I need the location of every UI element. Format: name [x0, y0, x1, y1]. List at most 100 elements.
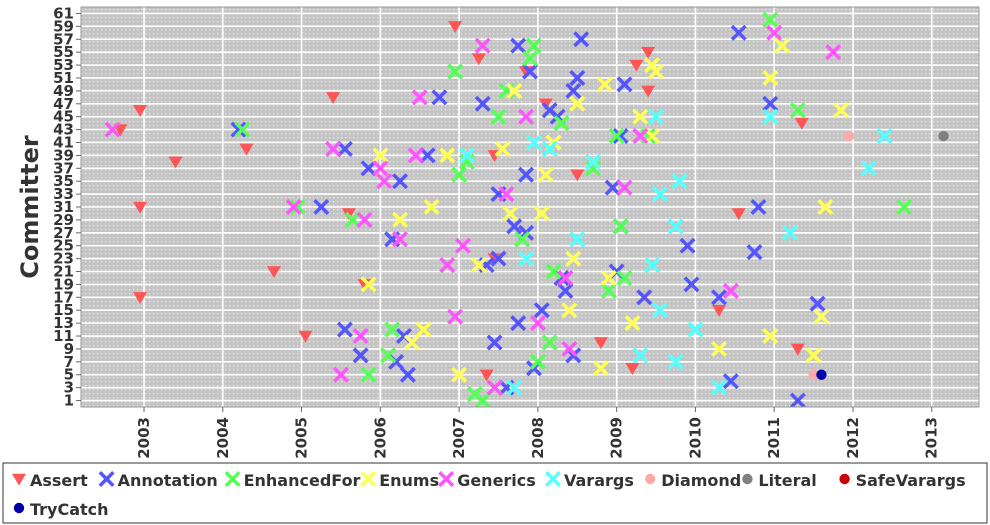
data-point — [632, 128, 649, 145]
data-point — [344, 211, 361, 228]
data-point — [561, 302, 578, 319]
y-tick-label: 39 — [53, 146, 74, 164]
legend-marker — [98, 471, 115, 487]
legend-marker — [742, 473, 753, 485]
data-point — [168, 156, 183, 169]
legend: Assert Annotation EnhancedFor Enums Generics… — [12, 471, 966, 519]
data-point — [518, 166, 535, 183]
y-tick-label: 25 — [53, 237, 74, 255]
data-point — [625, 363, 640, 375]
data-points — [104, 11, 949, 407]
data-point — [766, 24, 783, 41]
data-point — [407, 147, 424, 164]
data-point — [506, 379, 523, 396]
legend-box — [2, 462, 988, 524]
data-point — [730, 24, 747, 41]
data-point — [624, 315, 641, 332]
data-point — [230, 121, 247, 138]
data-point — [352, 328, 369, 345]
data-point — [644, 57, 661, 74]
data-point — [612, 218, 629, 235]
data-point — [608, 128, 625, 145]
data-point — [604, 179, 621, 196]
y-tick-label: 31 — [53, 198, 74, 216]
data-point — [553, 115, 570, 132]
data-point — [585, 153, 601, 170]
legend-item-literal: Literal — [742, 471, 817, 490]
x-tick-label: 2003 — [135, 417, 153, 459]
data-point — [336, 140, 353, 157]
data-point — [569, 95, 586, 112]
data-point — [817, 199, 834, 215]
data-point — [518, 108, 535, 125]
data-point — [514, 231, 531, 248]
data-point — [537, 166, 554, 183]
data-point — [234, 121, 251, 138]
y-tick-label: 43 — [53, 121, 74, 139]
legend-marker — [13, 502, 25, 514]
legend-item-annotation: Annotation — [98, 471, 218, 490]
data-point — [541, 334, 558, 351]
data-point — [573, 31, 590, 48]
data-point — [336, 321, 353, 338]
data-point — [794, 117, 809, 130]
data-point — [455, 237, 472, 254]
data-point — [506, 218, 523, 235]
data-point — [671, 173, 688, 190]
x-tick-label: 2007 — [450, 417, 468, 459]
legend-label: Assert — [30, 471, 88, 490]
data-point — [616, 269, 633, 286]
data-point — [565, 347, 582, 364]
series-enhancedfor — [234, 11, 913, 407]
data-point — [356, 211, 373, 228]
y-tick-label: 45 — [53, 108, 74, 126]
data-point — [285, 199, 302, 215]
data-point — [133, 104, 148, 117]
data-point — [711, 340, 728, 357]
data-point — [510, 37, 527, 54]
data-point — [313, 199, 330, 215]
y-axis: 1357911131517192123252729313335373941434… — [53, 4, 81, 410]
legend-item-generics: Generics — [438, 471, 536, 490]
data-point — [722, 282, 739, 299]
x-tick-label: 2012 — [844, 417, 862, 459]
data-point — [545, 263, 562, 280]
data-point — [479, 369, 494, 382]
legend-item-enums: Enums — [360, 471, 439, 490]
data-point — [451, 166, 468, 183]
data-point — [600, 282, 617, 299]
data-point — [332, 366, 349, 383]
data-point — [731, 208, 746, 221]
data-point — [392, 173, 409, 190]
data-point — [486, 334, 503, 351]
series-literal — [938, 130, 949, 142]
data-point — [632, 347, 649, 364]
data-point — [561, 340, 578, 357]
data-point — [679, 237, 696, 254]
data-point — [392, 231, 409, 248]
y-tick-label: 53 — [53, 56, 74, 74]
data-point — [459, 147, 475, 164]
data-point — [781, 224, 798, 241]
y-tick-label: 51 — [53, 69, 74, 87]
series-varargs — [459, 108, 893, 396]
data-point — [431, 89, 448, 106]
data-point — [636, 289, 653, 306]
data-point — [298, 330, 313, 343]
data-point — [372, 160, 389, 177]
y-tick-label: 57 — [53, 30, 74, 48]
data-point — [104, 121, 121, 138]
data-point — [592, 360, 609, 377]
data-point — [762, 108, 779, 125]
data-point — [518, 224, 535, 241]
data-point — [403, 334, 420, 351]
x-tick-label: 2011 — [765, 417, 783, 459]
legend-marker — [645, 473, 656, 485]
y-tick-label: 3 — [64, 379, 74, 397]
data-point — [565, 82, 582, 99]
y-tick-label: 11 — [53, 327, 74, 345]
y-tick-label: 35 — [53, 172, 74, 190]
x-tick-label: 2013 — [923, 417, 941, 459]
data-point — [545, 134, 562, 151]
data-point — [411, 89, 428, 106]
